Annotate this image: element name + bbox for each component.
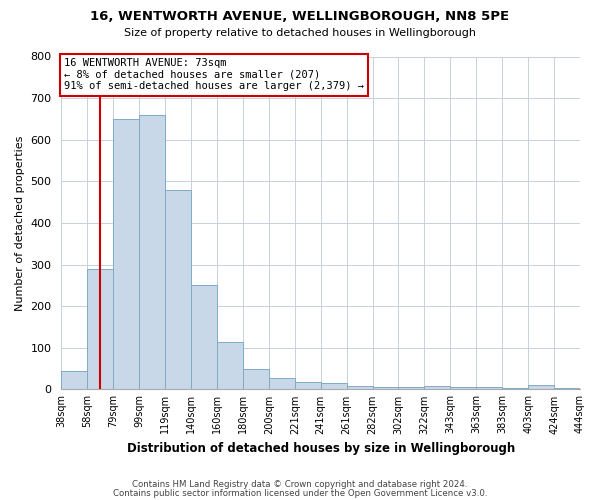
Bar bbox=[528, 386, 554, 390]
Bar bbox=[373, 386, 398, 390]
Bar bbox=[398, 388, 424, 390]
Bar bbox=[88, 268, 113, 390]
Bar bbox=[269, 378, 295, 390]
Bar bbox=[295, 382, 321, 390]
Bar bbox=[451, 388, 476, 390]
Bar bbox=[476, 388, 502, 390]
Text: Contains public sector information licensed under the Open Government Licence v3: Contains public sector information licen… bbox=[113, 488, 487, 498]
Bar bbox=[502, 388, 528, 390]
Text: 16 WENTWORTH AVENUE: 73sqm
← 8% of detached houses are smaller (207)
91% of semi: 16 WENTWORTH AVENUE: 73sqm ← 8% of detac… bbox=[64, 58, 364, 92]
Bar bbox=[243, 368, 269, 390]
Y-axis label: Number of detached properties: Number of detached properties bbox=[15, 136, 25, 310]
Text: Size of property relative to detached houses in Wellingborough: Size of property relative to detached ho… bbox=[124, 28, 476, 38]
Bar bbox=[424, 386, 451, 390]
Text: Contains HM Land Registry data © Crown copyright and database right 2024.: Contains HM Land Registry data © Crown c… bbox=[132, 480, 468, 489]
Text: 16, WENTWORTH AVENUE, WELLINGBOROUGH, NN8 5PE: 16, WENTWORTH AVENUE, WELLINGBOROUGH, NN… bbox=[91, 10, 509, 23]
X-axis label: Distribution of detached houses by size in Wellingborough: Distribution of detached houses by size … bbox=[127, 442, 515, 455]
Bar bbox=[191, 286, 217, 390]
Bar bbox=[113, 119, 139, 390]
Bar bbox=[61, 370, 88, 390]
Bar bbox=[165, 190, 191, 390]
Bar bbox=[347, 386, 373, 390]
Bar bbox=[554, 388, 580, 390]
Bar bbox=[321, 383, 347, 390]
Bar bbox=[139, 115, 165, 390]
Bar bbox=[217, 342, 243, 390]
